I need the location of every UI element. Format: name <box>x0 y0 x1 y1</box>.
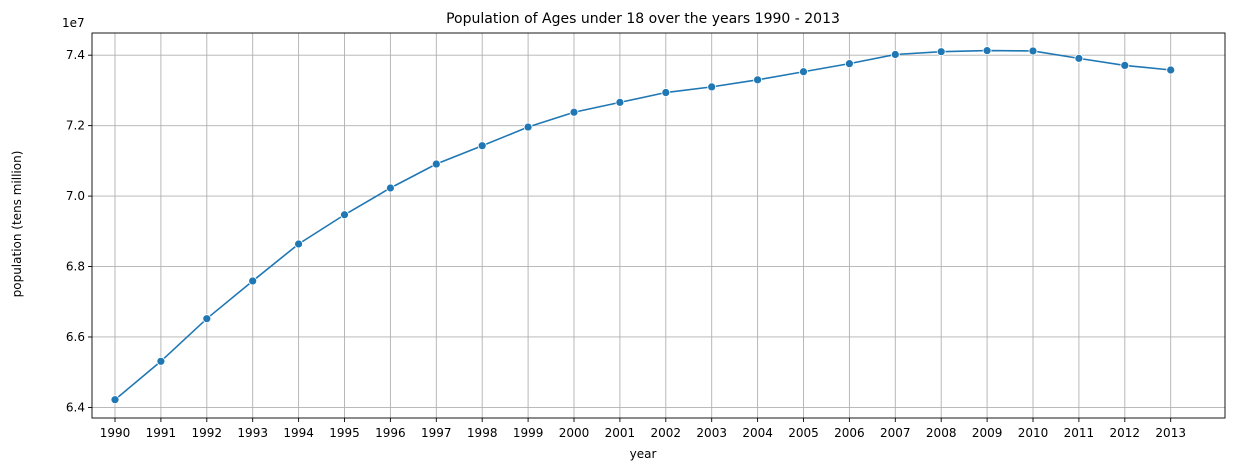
x-tick-label: 1998 <box>467 426 498 440</box>
data-point <box>753 75 762 85</box>
x-tick-label: 1994 <box>283 426 314 440</box>
data-point <box>569 107 579 117</box>
y-tick-label: 6.4 <box>66 400 85 414</box>
data-point <box>385 183 395 193</box>
x-tick-label: 2010 <box>1018 426 1049 440</box>
x-tick-label: 2000 <box>559 426 590 440</box>
x-tick-label: 1991 <box>146 426 177 440</box>
y-tick-label: 7.4 <box>66 48 85 62</box>
grid-lines <box>92 33 1225 418</box>
data-point <box>110 395 120 405</box>
chart-title: Population of Ages under 18 over the yea… <box>446 11 840 27</box>
x-tick-label: 1997 <box>421 426 452 440</box>
data-point <box>1074 53 1084 63</box>
y-tick-label: 6.8 <box>66 260 85 274</box>
data-point <box>982 46 992 56</box>
data-point <box>477 141 487 151</box>
x-tick-label: 1990 <box>100 426 131 440</box>
data-point <box>1166 65 1176 75</box>
data-point <box>340 210 349 220</box>
x-tick-label: 1995 <box>329 426 360 440</box>
x-axis-label: year <box>630 447 657 461</box>
series-line <box>114 49 1171 401</box>
x-tick-label: 1993 <box>237 426 268 440</box>
data-point <box>431 159 441 169</box>
y-axis-label: population (tens million) <box>10 151 24 298</box>
x-tick-label: 2011 <box>1064 426 1095 440</box>
y-axis-offset-label: 1e7 <box>62 16 85 30</box>
data-point <box>294 239 304 249</box>
data-point <box>1120 61 1130 70</box>
x-tick-label: 2004 <box>742 426 773 440</box>
x-tick-label: 2007 <box>880 426 911 440</box>
data-point <box>661 88 671 97</box>
x-tick-label: 2012 <box>1110 426 1141 440</box>
y-tick-label: 7.0 <box>66 189 85 203</box>
x-tick-label: 1999 <box>513 426 544 440</box>
x-tick-label: 2001 <box>605 426 636 440</box>
x-tick-label: 2006 <box>834 426 865 440</box>
data-point <box>890 50 900 59</box>
y-tick-label: 7.2 <box>66 119 85 133</box>
x-tick-label: 2008 <box>926 426 957 440</box>
x-tick-label: 2002 <box>651 426 682 440</box>
plot-frame <box>91 32 1226 419</box>
x-tick-label: 1992 <box>192 426 223 440</box>
data-point <box>248 276 258 286</box>
data-point <box>156 356 166 366</box>
data-point <box>936 47 946 57</box>
data-point <box>845 59 854 69</box>
data-point <box>707 82 717 92</box>
x-tick-label: 2013 <box>1155 426 1186 440</box>
data-point <box>202 314 212 324</box>
data-point <box>615 97 625 107</box>
x-tick-label: 2003 <box>696 426 727 440</box>
x-tick-label: 1996 <box>375 426 406 440</box>
data-point <box>1028 46 1038 56</box>
data-point <box>523 122 533 132</box>
x-tick-label: 2009 <box>972 426 1003 440</box>
y-tick-label: 6.6 <box>66 330 85 344</box>
data-point <box>799 67 808 77</box>
x-tick-label: 2005 <box>788 426 819 440</box>
